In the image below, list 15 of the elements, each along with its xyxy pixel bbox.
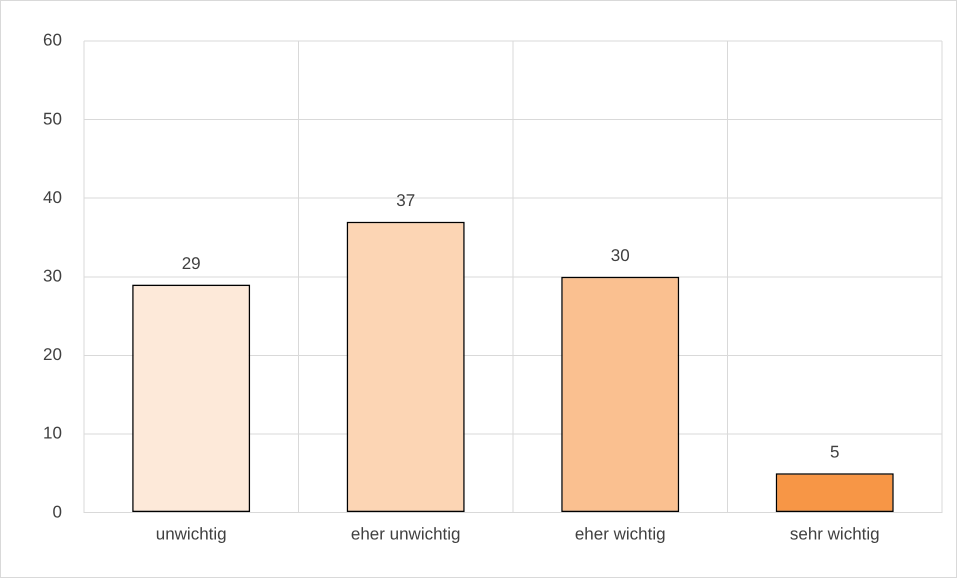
y-tick-label: 30 [42,266,62,286]
x-tick-label: eher wichtig [574,524,666,544]
y-tick-label: 60 [42,30,62,50]
x-tick-label: sehr wichtig [790,524,880,544]
y-tick-label: 10 [42,424,62,443]
y-tick-label: 0 [52,502,62,522]
data-label: 37 [396,190,416,210]
data-label: 30 [610,246,630,265]
y-tick-label: 40 [42,188,62,207]
data-label: 29 [182,254,201,273]
y-tick-label: 50 [42,109,62,128]
y-tick-label: 20 [42,345,62,364]
x-tick-label: unwichtig [156,524,227,544]
data-label: 5 [830,442,840,462]
x-tick-label: eher unwichtig [350,524,461,544]
